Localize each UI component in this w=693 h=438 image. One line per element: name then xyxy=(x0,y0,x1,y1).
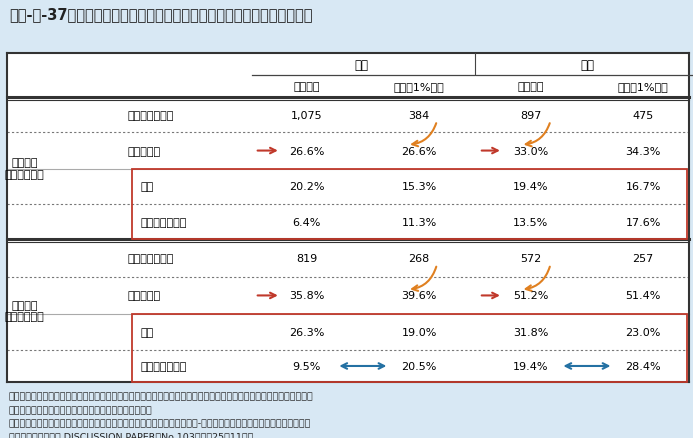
Text: ポストドクター: ポストドクター xyxy=(140,217,186,227)
Text: 26.3%: 26.3% xyxy=(289,327,324,337)
Text: 28.4%: 28.4% xyxy=(625,361,661,371)
Text: 19.4%: 19.4% xyxy=(513,361,548,371)
Text: 23.0%: 23.0% xyxy=(626,327,661,337)
Text: 15.3%: 15.3% xyxy=(401,182,437,192)
Text: 9.5%: 9.5% xyxy=(292,361,321,371)
Text: 16.7%: 16.7% xyxy=(626,182,661,192)
Text: 調査対象論文数: 調査対象論文数 xyxy=(128,110,174,120)
Text: 11.3%: 11.3% xyxy=(401,217,437,227)
Text: 6.4%: 6.4% xyxy=(292,217,321,227)
Text: 257: 257 xyxy=(633,254,653,264)
Text: 20.5%: 20.5% xyxy=(401,361,437,371)
Text: 著者全体
（自然科学）: 著者全体 （自然科学） xyxy=(5,158,44,180)
Text: 13.5%: 13.5% xyxy=(513,217,548,227)
Text: 51.4%: 51.4% xyxy=(626,291,661,301)
Text: 31.8%: 31.8% xyxy=(513,327,548,337)
Text: 第１-２-37図／若手研究者が著者全体と筆頭著者に占める割合（大学等）: 第１-２-37図／若手研究者が著者全体と筆頭著者に占める割合（大学等） xyxy=(9,7,313,23)
Bar xyxy=(132,169,687,240)
Text: ポストドクター: ポストドクター xyxy=(140,361,186,371)
Text: 学生: 学生 xyxy=(140,182,154,192)
Text: 475: 475 xyxy=(633,110,653,120)
Text: 注：著者数が２名以上の調査対象論文を分析対象としている。筆頭著者の分析については、著者が貢献度の順で記載さ: 注：著者数が２名以上の調査対象論文を分析対象としている。筆頭著者の分析については… xyxy=(9,392,313,401)
Bar xyxy=(132,314,687,382)
Text: 日本: 日本 xyxy=(354,59,369,72)
Text: 筆頭著者
（自然科学）: 筆頭著者 （自然科学） xyxy=(5,300,44,322)
Text: 268: 268 xyxy=(408,254,430,264)
Text: 39.6%: 39.6% xyxy=(401,291,437,301)
Text: 572: 572 xyxy=(520,254,541,264)
Text: 51.2%: 51.2% xyxy=(513,291,548,301)
Text: 33.0%: 33.0% xyxy=(513,146,548,156)
Text: 19.4%: 19.4% xyxy=(513,182,548,192)
Text: 34.3%: 34.3% xyxy=(626,146,661,156)
Text: 19.0%: 19.0% xyxy=(401,327,437,337)
Text: 学生: 学生 xyxy=(140,327,154,337)
Text: 若手研究者: 若手研究者 xyxy=(128,146,161,156)
Text: 20.2%: 20.2% xyxy=(289,182,324,192)
Text: 35.8%: 35.8% xyxy=(289,291,324,301)
Text: 819: 819 xyxy=(296,254,317,264)
Text: 通常論文: 通常論文 xyxy=(518,82,544,92)
Text: れている調査対象論文のみを集計対象としている。: れている調査対象論文のみを集計対象としている。 xyxy=(9,405,152,414)
Text: いた実証研究」 DISCUSSION PAPER　No.103（平成25年11月）: いた実証研究」 DISCUSSION PAPER No.103（平成25年11月… xyxy=(9,432,253,438)
Bar xyxy=(7,54,689,382)
Text: 897: 897 xyxy=(520,110,541,120)
Text: 調査対象論文数: 調査対象論文数 xyxy=(128,254,174,264)
Text: 1,075: 1,075 xyxy=(291,110,322,120)
Text: 384: 384 xyxy=(408,110,430,120)
Text: 若手研究者: 若手研究者 xyxy=(128,291,161,301)
Text: 資料：科学技術・学術政策研究所「科学研究への若手研究者の参加と貢献-日米の科学者を対象とした大規模調査を用: 資料：科学技術・学術政策研究所「科学研究への若手研究者の参加と貢献-日米の科学者… xyxy=(9,418,311,427)
Text: トップ1%論文: トップ1%論文 xyxy=(394,82,444,92)
Text: トップ1%論文: トップ1%論文 xyxy=(618,82,669,92)
Text: 26.6%: 26.6% xyxy=(401,146,437,156)
Text: 米国: 米国 xyxy=(581,59,595,72)
Text: 26.6%: 26.6% xyxy=(289,146,324,156)
Text: 17.6%: 17.6% xyxy=(626,217,661,227)
Text: 通常論文: 通常論文 xyxy=(293,82,320,92)
